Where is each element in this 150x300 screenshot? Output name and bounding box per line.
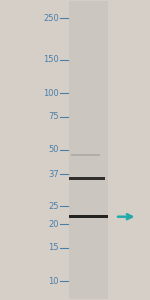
Bar [1, 0, 69, 299]
Text: 50: 50 [48, 145, 59, 154]
Bar [69, 0, 108, 299]
Text: 250: 250 [43, 14, 59, 23]
Bar [69, 177, 105, 180]
Text: 75: 75 [48, 112, 59, 121]
Text: 100: 100 [43, 88, 59, 98]
Text: 37: 37 [48, 170, 59, 179]
Text: 20: 20 [48, 220, 59, 229]
Text: 15: 15 [48, 244, 59, 253]
Bar [70, 154, 100, 156]
Text: 25: 25 [48, 202, 59, 211]
Text: 10: 10 [48, 277, 59, 286]
Bar [108, 0, 149, 299]
Bar [69, 215, 108, 218]
Text: 150: 150 [43, 56, 59, 64]
